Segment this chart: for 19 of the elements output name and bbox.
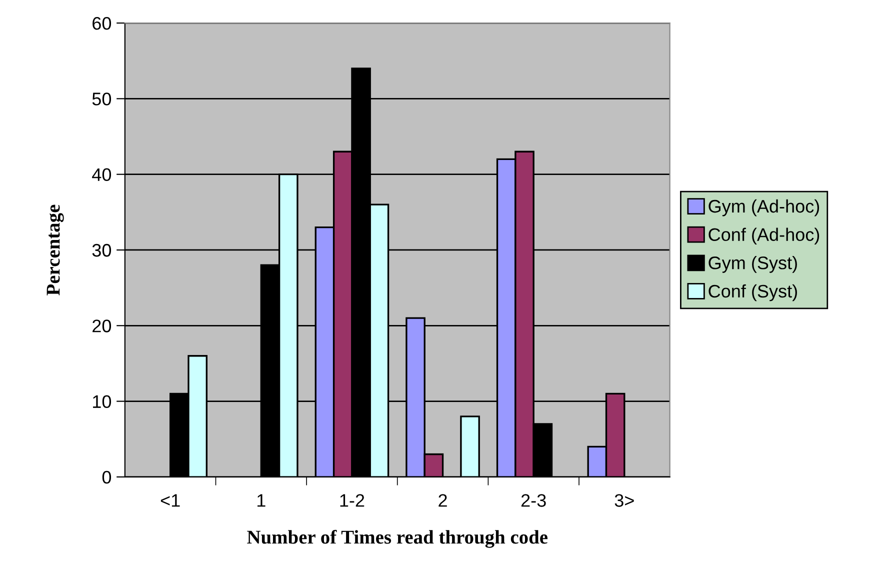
y-tick-label: 60 (92, 16, 112, 30)
y-tick-label: 50 (92, 92, 112, 106)
y-tick-label: 0 (102, 470, 112, 484)
x-tick-label: 3> (614, 494, 634, 507)
x-tick-label: <1 (160, 494, 180, 507)
legend-label: Conf (Syst) (708, 284, 797, 302)
y-axis-title: Percentage (46, 204, 64, 296)
x-tick-label: 2 (438, 494, 447, 507)
y-tick-label: 30 (92, 244, 112, 257)
y-tick-label: 10 (93, 395, 112, 408)
legend-label: Gym (Syst) (708, 256, 797, 273)
x-tick-label: 2-3 (521, 494, 546, 507)
x-tick-label: 1 (258, 494, 266, 507)
x-axis-title: Number of Times read through code (247, 530, 548, 548)
legend-label: Gym (Ad-hoc) (708, 199, 820, 216)
x-tick-label: 1-2 (340, 494, 364, 507)
legend-label: Conf (Ad-hoc) (708, 228, 820, 245)
y-tick-label: 40 (92, 168, 112, 182)
y-tick-label: 20 (92, 320, 112, 332)
